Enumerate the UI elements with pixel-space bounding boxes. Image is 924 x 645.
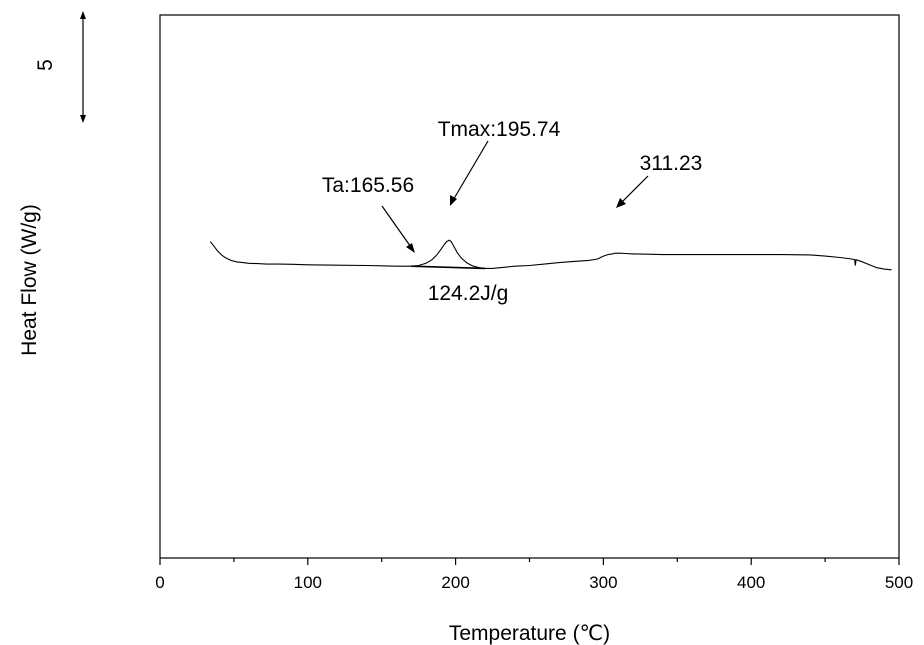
annotation-enthalpy-label: 124.2J/g bbox=[428, 282, 509, 305]
annotation-tmax: Tmax:195.74 bbox=[438, 118, 561, 206]
scale-bar-label: 5 bbox=[34, 59, 57, 71]
plot-frame bbox=[159, 14, 900, 559]
x-tick-label: 0 bbox=[155, 573, 164, 592]
annotation-ta: Ta:165.56 bbox=[322, 174, 415, 253]
heat-flow-curve bbox=[209, 239, 892, 271]
x-tick-label: 300 bbox=[589, 573, 617, 592]
x-tick-label: 200 bbox=[441, 573, 469, 592]
x-axis-tick-labels: 0 100 200 300 400 500 bbox=[155, 573, 913, 592]
x-tick-label: 400 bbox=[737, 573, 765, 592]
annotation-ta-label: Ta:165.56 bbox=[322, 174, 414, 197]
annotation-311-label: 311.23 bbox=[640, 152, 703, 175]
x-axis-ticks bbox=[159, 558, 900, 565]
x-axis-title: Temperature (℃) bbox=[449, 622, 610, 645]
x-tick-label: 500 bbox=[885, 573, 913, 592]
scale-bar: 5 bbox=[34, 11, 86, 123]
annotation-311: 311.23 bbox=[616, 152, 702, 208]
x-tick-label: 100 bbox=[294, 573, 322, 592]
annotation-tmax-label: Tmax:195.74 bbox=[438, 118, 561, 141]
peak-integration-baseline bbox=[411, 265, 486, 270]
y-axis-title: Heat Flow (W/g) bbox=[18, 204, 41, 356]
